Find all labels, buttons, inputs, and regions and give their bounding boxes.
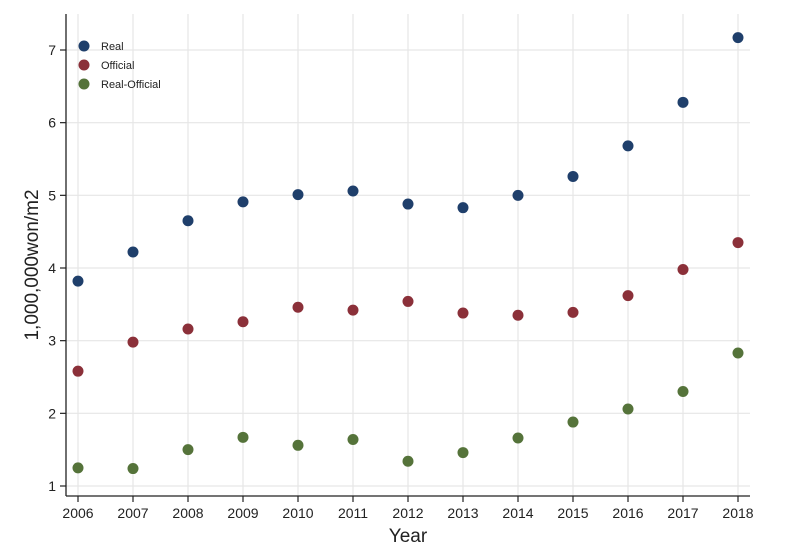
data-point [402, 455, 414, 467]
x-tick-label: 2015 [557, 505, 588, 521]
legend-label: Real-Official [101, 79, 161, 91]
data-point [347, 433, 359, 445]
x-tick-label: 2018 [722, 505, 753, 521]
y-tick-label: 2 [48, 405, 56, 421]
data-point [732, 347, 744, 359]
data-points [72, 32, 744, 475]
data-point [677, 386, 689, 398]
data-point [237, 316, 249, 328]
x-tick-label: 2009 [227, 505, 258, 521]
data-point [237, 196, 249, 208]
data-point [127, 463, 139, 475]
y-tick-label: 3 [48, 333, 56, 349]
data-point [292, 189, 304, 201]
x-axis-title: Year [389, 526, 428, 547]
data-point [732, 32, 744, 44]
x-tick-label: 2006 [62, 505, 93, 521]
y-tick-label: 1 [48, 478, 56, 494]
data-point [512, 309, 524, 321]
data-point [622, 290, 634, 302]
x-tick-label: 2007 [117, 505, 148, 521]
data-point [457, 307, 469, 319]
x-tick-label: 2011 [338, 505, 368, 521]
data-point [512, 432, 524, 444]
legend-label: Official [101, 60, 134, 72]
data-point [512, 189, 524, 201]
x-tick-label: 2016 [612, 505, 643, 521]
data-point [292, 301, 304, 313]
data-point [567, 306, 579, 318]
series-official [72, 237, 744, 377]
x-tick-label: 2013 [447, 505, 478, 521]
data-point [72, 365, 84, 377]
data-point [622, 403, 634, 415]
legend-marker [78, 78, 90, 90]
data-point [237, 431, 249, 443]
ticks: 1 2 3 4 5 6 7 2006 2007 2008 2009 2010 2011 2012 2013 2… [48, 42, 754, 521]
data-point [127, 246, 139, 258]
y-tick-label: 4 [48, 260, 56, 276]
data-point [677, 96, 689, 108]
x-tick-label: 2012 [392, 505, 423, 521]
y-axis-title: 1,000,000won/m2 [22, 189, 43, 340]
data-point [292, 439, 304, 451]
legend-label: Real [101, 41, 124, 53]
y-tick-label: 5 [48, 187, 56, 203]
data-point [402, 198, 414, 210]
data-point [677, 263, 689, 275]
data-point [127, 336, 139, 348]
data-point [72, 275, 84, 287]
legend-marker [78, 59, 90, 71]
y-tick-label: 6 [48, 115, 56, 131]
data-point [72, 462, 84, 474]
data-point [347, 304, 359, 316]
data-point [457, 447, 469, 459]
legend: Real Official Real-Official [78, 40, 161, 91]
legend-marker [78, 40, 90, 52]
gridlines [66, 14, 750, 496]
data-point [457, 202, 469, 214]
x-tick-label: 2010 [282, 505, 313, 521]
data-point [402, 295, 414, 307]
x-tick-label: 2017 [667, 505, 698, 521]
data-point [732, 237, 744, 249]
x-tick-label: 2008 [172, 505, 203, 521]
data-point [182, 323, 194, 335]
data-point [347, 185, 359, 197]
data-point [182, 444, 194, 456]
series-real-official [72, 347, 744, 475]
data-point [182, 215, 194, 227]
data-point [622, 140, 634, 152]
x-tick-label: 2014 [502, 505, 533, 521]
series-real [72, 32, 744, 287]
data-point [567, 170, 579, 182]
y-tick-label: 7 [48, 42, 56, 58]
data-point [567, 416, 579, 428]
